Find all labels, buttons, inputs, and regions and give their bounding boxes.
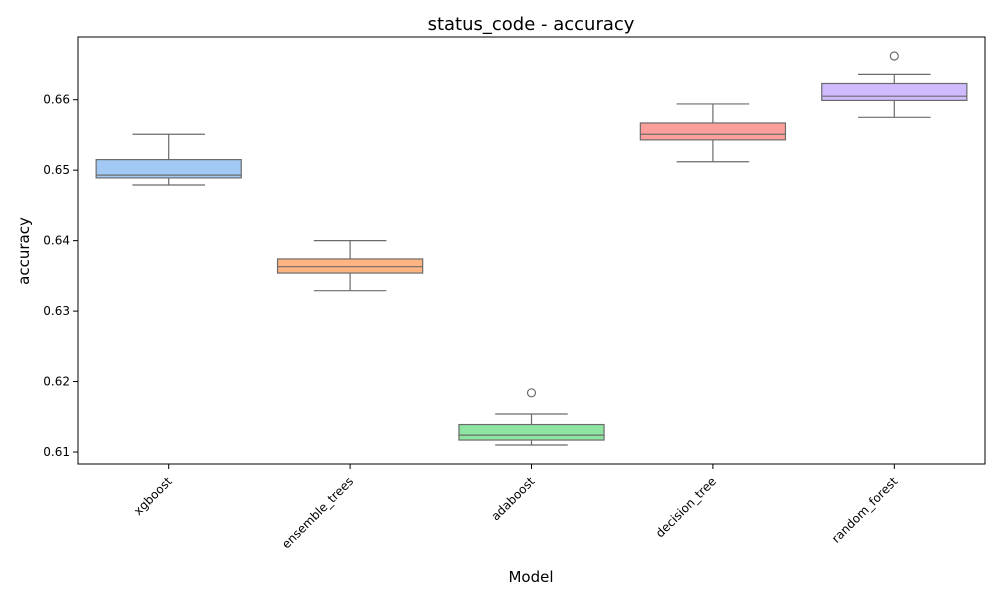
- box-iqr: [639, 122, 787, 141]
- y-tick-label: 0.63: [43, 304, 70, 318]
- box-iqr: [821, 82, 968, 102]
- plot-frame: [77, 36, 986, 465]
- box-iqr: [276, 258, 424, 274]
- x-tick-label: xgboost: [131, 474, 175, 518]
- x-tick-label: random_forest: [829, 474, 901, 546]
- y-axis: 0.61 0.62 0.63 0.64 0.65 0.66: [43, 93, 78, 459]
- x-tick-label: ensemble_trees: [279, 474, 356, 551]
- x-axis-label: Model: [508, 568, 553, 586]
- y-tick-label: 0.62: [43, 375, 70, 389]
- y-tick-label: 0.66: [43, 93, 70, 107]
- y-axis-label: accuracy: [15, 217, 33, 285]
- box-group: [95, 51, 968, 446]
- box-ensemble_trees: [276, 240, 424, 292]
- box-adaboost: [458, 388, 605, 446]
- box-iqr: [95, 159, 242, 179]
- box-random_forest: [821, 51, 968, 118]
- y-tick-label: 0.61: [43, 445, 70, 459]
- box-iqr: [458, 423, 605, 441]
- chart-title: status_code - accuracy: [428, 14, 635, 35]
- y-tick-label: 0.64: [43, 234, 70, 248]
- x-tick-label: decision_tree: [653, 474, 719, 540]
- y-tick-label: 0.65: [43, 163, 70, 177]
- x-tick-label: adaboost: [488, 474, 537, 523]
- outlier-point: [526, 388, 537, 398]
- box-xgboost: [95, 133, 242, 186]
- box-decision_tree: [639, 103, 787, 163]
- outlier-point: [889, 51, 899, 61]
- x-axis: xgboost ensemble_trees adaboost decision_tr…: [131, 464, 901, 551]
